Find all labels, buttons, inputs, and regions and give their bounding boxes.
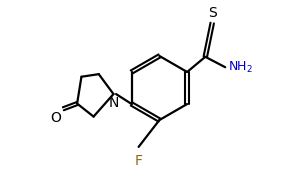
Text: NH$_2$: NH$_2$ xyxy=(228,60,253,75)
Text: O: O xyxy=(50,111,61,124)
Text: S: S xyxy=(208,6,217,20)
Text: F: F xyxy=(135,154,143,168)
Text: N: N xyxy=(108,96,119,110)
